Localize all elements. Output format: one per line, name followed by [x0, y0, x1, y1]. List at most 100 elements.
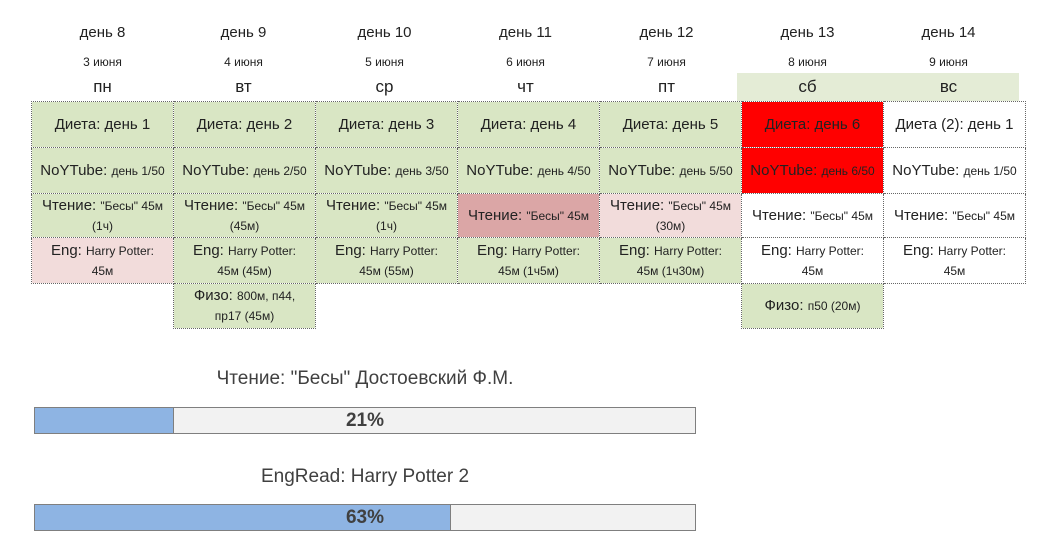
task-actual: 45м	[943, 263, 966, 278]
empty-cell	[884, 284, 1026, 329]
task-detail: день 1/50	[963, 163, 1017, 178]
empty-cell	[458, 284, 600, 329]
reading-progress-fill	[35, 408, 174, 433]
date-label: 6 июня	[506, 55, 545, 69]
task-actual: 45м (45м)	[217, 263, 272, 278]
diet-cell[interactable]: Диета (2): день 1	[883, 101, 1026, 148]
noytube-cell[interactable]: NoYTube: день 1/50	[31, 147, 174, 194]
diet-cell[interactable]: Диета: день 2	[173, 101, 316, 148]
day-number: день 11	[499, 24, 552, 41]
task-label: Физо:	[764, 297, 804, 314]
task-detail: п50 (20м)	[807, 299, 861, 313]
reading-row: Чтение: "Бесы" 45м (1ч) Чтение: "Бесы" 45…	[31, 193, 1026, 238]
eng-cell[interactable]: Eng: Harry Potter: 45м	[883, 237, 1026, 284]
task-actual: (1ч)	[92, 218, 113, 233]
task-label: NoYTube:	[608, 161, 676, 179]
weekday-label: ср	[375, 77, 394, 96]
day-number: день 8	[79, 24, 126, 41]
task-actual: пр17 (45м)	[214, 309, 275, 323]
task-detail: день 4	[530, 115, 577, 133]
task-label: Диета:	[338, 115, 385, 133]
diet-cell[interactable]: Диета: день 5	[599, 101, 742, 148]
task-label: Eng:	[334, 241, 366, 259]
noytube-cell[interactable]: NoYTube: день 6/50	[741, 147, 884, 194]
eng-cell[interactable]: Eng: Harry Potter: 45м (45м)	[173, 237, 316, 284]
eng-cell[interactable]: Eng: Harry Potter: 45м (1ч5м)	[457, 237, 600, 284]
task-actual: (30м)	[655, 218, 686, 233]
diet-cell[interactable]: Диета: день 1	[31, 101, 174, 148]
task-detail: "Бесы" 45м	[242, 198, 305, 213]
eng-progress-fill	[35, 505, 451, 530]
date-label: 7 июня	[647, 55, 686, 69]
task-label: Чтение:	[183, 196, 239, 214]
task-detail: день 2	[246, 115, 293, 133]
task-detail: Harry Potter:	[796, 243, 865, 258]
task-detail: "Бесы" 45м	[952, 208, 1015, 223]
eng-cell[interactable]: Eng: Harry Potter: 45м (1ч30м)	[599, 237, 742, 284]
diet-cell[interactable]: Диета: день 3	[315, 101, 458, 148]
reading-progress-percent: 21%	[345, 410, 385, 431]
eng-progress-percent: 63%	[345, 507, 385, 528]
fizo-cell[interactable]: Физо: 800м, п44, пр17 (45м)	[173, 283, 316, 329]
diet-row: Диета: день 1 Диета: день 2 Диета: день …	[31, 101, 1026, 148]
task-actual: 45м (55м)	[359, 263, 414, 278]
task-detail: день 1/50	[111, 163, 165, 178]
day-number: день 10	[357, 24, 412, 41]
diet-cell[interactable]: Диета: день 6	[741, 101, 884, 148]
task-label: Eng:	[760, 241, 792, 259]
eng-cell[interactable]: Eng: Harry Potter: 45м	[741, 237, 884, 284]
task-actual: 45м	[91, 263, 114, 278]
empty-cell	[316, 284, 458, 329]
reading-cell[interactable]: Чтение: "Бесы" 45м	[883, 193, 1026, 238]
weekday-label: чт	[517, 77, 534, 96]
task-detail: Harry Potter:	[370, 243, 439, 258]
task-label: Диета:	[480, 115, 527, 133]
task-label: Чтение:	[609, 196, 665, 214]
task-label: Диета (2):	[895, 115, 964, 133]
task-label: NoYTube:	[182, 161, 250, 179]
noytube-cell[interactable]: NoYTube: день 3/50	[315, 147, 458, 194]
reading-progress-title: Чтение: "Бесы" Достоевский Ф.М.	[216, 368, 514, 389]
weekday-label: пт	[658, 77, 675, 96]
reading-cell[interactable]: Чтение: "Бесы" 45м (30м)	[599, 193, 742, 238]
weekday-label: вт	[235, 77, 252, 96]
date-label: 9 июня	[929, 55, 968, 69]
task-label: Диета:	[54, 115, 101, 133]
task-label: Eng:	[192, 241, 224, 259]
fizo-cell[interactable]: Физо: п50 (20м)	[741, 283, 884, 329]
eng-cell[interactable]: Eng: Harry Potter: 45м (55м)	[315, 237, 458, 284]
day-number: день 12	[639, 24, 694, 41]
task-detail: Harry Potter:	[654, 243, 723, 258]
noytube-cell[interactable]: NoYTube: день 2/50	[173, 147, 316, 194]
reading-cell[interactable]: Чтение: "Бесы" 45м	[457, 193, 600, 238]
reading-cell[interactable]: Чтение: "Бесы" 45м (45м)	[173, 193, 316, 238]
reading-cell[interactable]: Чтение: "Бесы" 45м	[741, 193, 884, 238]
diet-cell[interactable]: Диета: день 4	[457, 101, 600, 148]
noytube-cell[interactable]: NoYTube: день 5/50	[599, 147, 742, 194]
weekday-label: пн	[93, 77, 112, 96]
task-detail: Harry Potter:	[512, 243, 581, 258]
task-label: Диета:	[764, 115, 811, 133]
weekday-row: пн вт ср чт пт сб вс	[32, 73, 1019, 101]
task-actual: 45м (1ч5м)	[498, 263, 559, 278]
task-actual: 45м	[801, 263, 824, 278]
task-detail: Harry Potter:	[228, 243, 297, 258]
noytube-cell[interactable]: NoYTube: день 1/50	[883, 147, 1026, 194]
task-actual: 45м (1ч30м)	[636, 263, 705, 278]
task-label: NoYTube:	[750, 161, 818, 179]
task-detail: день 5/50	[679, 163, 733, 178]
weekday-label: сб	[737, 73, 878, 101]
date-label: 3 июня	[83, 55, 122, 69]
reading-cell[interactable]: Чтение: "Бесы" 45м (1ч)	[31, 193, 174, 238]
task-detail: день 1	[967, 115, 1014, 133]
task-detail: "Бесы" 45м	[526, 208, 589, 223]
date-label: 5 июня	[365, 55, 404, 69]
date-label: 4 июня	[224, 55, 263, 69]
eng-progress-bar: 63%	[34, 504, 696, 531]
task-label: NoYTube:	[40, 161, 108, 179]
reading-cell[interactable]: Чтение: "Бесы" 45м (1ч)	[315, 193, 458, 238]
empty-cell	[600, 284, 742, 329]
eng-cell[interactable]: Eng: Harry Potter: 45м	[31, 237, 174, 284]
task-label: Eng:	[50, 241, 82, 259]
noytube-cell[interactable]: NoYTube: день 4/50	[457, 147, 600, 194]
